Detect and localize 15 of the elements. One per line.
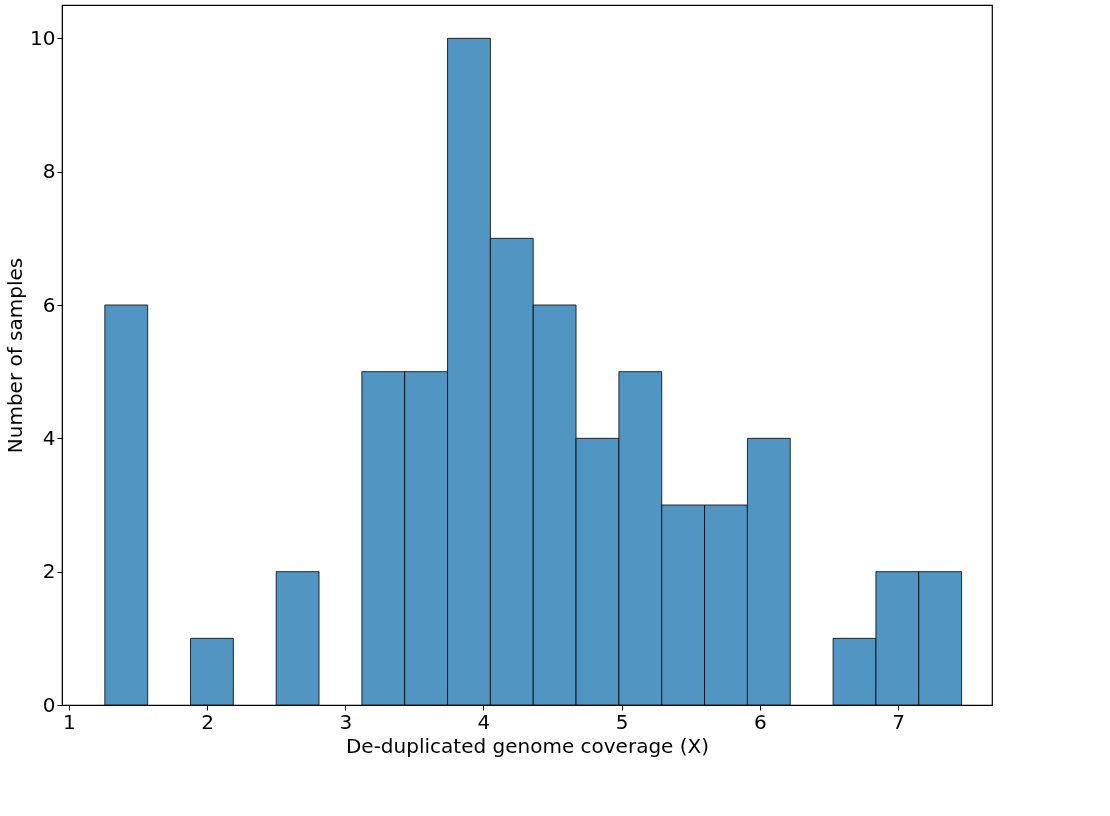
x-tick-label: 6 — [753, 709, 767, 734]
y-tick-label: 8 — [42, 159, 56, 184]
x-tick-label: 3 — [339, 709, 353, 734]
x-tick-label: 7 — [892, 709, 905, 734]
y-axis-title: Number of samples — [3, 257, 28, 454]
y-tick-label: 6 — [42, 292, 56, 317]
y-tick-label: 2 — [42, 559, 56, 584]
x-axis-title: De-duplicated genome coverage (X) — [345, 733, 710, 758]
y-tick-label: 4 — [42, 425, 56, 450]
x-tick-label: 4 — [477, 709, 491, 734]
y-tick-label: 10 — [30, 25, 56, 50]
x-tick-label: 5 — [615, 709, 629, 734]
y-tick-label: 0 — [42, 692, 56, 717]
x-tick-label: 2 — [201, 709, 214, 734]
x-tick-label: 1 — [63, 709, 76, 734]
